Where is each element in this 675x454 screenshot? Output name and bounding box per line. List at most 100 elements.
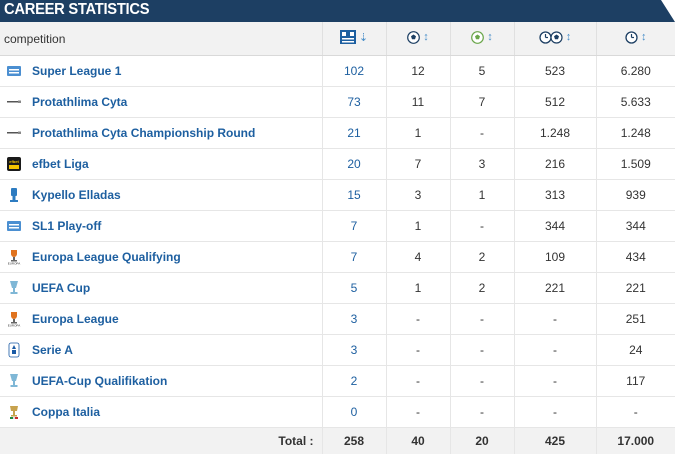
appearances-icon (340, 30, 356, 44)
minutes-per-goal-column-header[interactable]: ↕ (514, 22, 596, 56)
competition-logo[interactable] (0, 56, 28, 87)
competition-name-cell: Serie A (28, 335, 322, 366)
goals-cell: 12 (386, 56, 450, 87)
competition-link[interactable]: efbet Liga (32, 157, 89, 171)
competition-link[interactable]: UEFA Cup (32, 281, 90, 295)
cyta-logo (6, 94, 22, 110)
minutes-per-goal-cell: 221 (514, 273, 596, 304)
competition-link[interactable]: Coppa Italia (32, 405, 100, 419)
europa-league-logo: EUROPA (6, 249, 22, 265)
competition-logo[interactable] (0, 87, 28, 118)
minutes-per-goal-cell: 344 (514, 211, 596, 242)
goals-cell: 7 (386, 149, 450, 180)
competition-link[interactable]: Europa League (32, 312, 119, 326)
competition-logo[interactable]: EUROPA (0, 242, 28, 273)
minutes-cell: 939 (596, 180, 675, 211)
appearances-link[interactable]: 7 (351, 250, 358, 264)
minutes-per-goal-cell: 512 (514, 87, 596, 118)
uefa-cup-logo (6, 373, 22, 389)
minutes-per-goal-cell: 216 (514, 149, 596, 180)
minutes-cell: 6.280 (596, 56, 675, 87)
competition-logo[interactable] (0, 366, 28, 397)
appearances-cell: 20 (322, 149, 386, 180)
assists-cell: - (450, 397, 514, 428)
appearances-link[interactable]: 20 (347, 157, 360, 171)
appearances-link[interactable]: 7 (351, 219, 358, 233)
sort-icon[interactable]: ↕ (423, 31, 429, 43)
minutes-column-header[interactable]: ↕ (596, 22, 675, 56)
goals-cell: - (386, 335, 450, 366)
sort-desc-icon[interactable]: ⇣ (359, 31, 368, 44)
europa-league-logo: EUROPA (6, 311, 22, 327)
assists-column-header[interactable]: ↕ (450, 22, 514, 56)
minutes-cell: 1.248 (596, 118, 675, 149)
appearances-link[interactable]: 3 (351, 343, 358, 357)
competition-logo[interactable] (0, 397, 28, 428)
title-bar: CAREER STATISTICS (0, 0, 675, 22)
appearances-cell: 7 (322, 242, 386, 273)
sort-icon[interactable]: ↕ (641, 31, 647, 43)
appearances-link[interactable]: 0 (351, 405, 358, 419)
competition-link[interactable]: Kypello Elladas (32, 188, 121, 202)
assists-cell: 2 (450, 242, 514, 273)
assists-cell: 1 (450, 180, 514, 211)
competition-name-cell: Coppa Italia (28, 397, 322, 428)
competition-link[interactable]: Protathlima Cyta Championship Round (32, 126, 255, 140)
competition-logo[interactable] (0, 180, 28, 211)
competition-link[interactable]: SL1 Play-off (32, 219, 101, 233)
appearances-link[interactable]: 73 (347, 95, 360, 109)
competition-link[interactable]: Europa League Qualifying (32, 250, 181, 264)
assists-cell: 3 (450, 149, 514, 180)
appearances-column-header[interactable]: ⇣ (322, 22, 386, 56)
minutes-cell: 344 (596, 211, 675, 242)
svg-text:efbet: efbet (9, 159, 19, 164)
uefa-cup-logo (6, 280, 22, 296)
sort-icon[interactable]: ↕ (487, 31, 493, 43)
competition-logo[interactable] (0, 335, 28, 366)
competition-logo[interactable]: EUROPA (0, 304, 28, 335)
competition-logo[interactable]: efbet (0, 149, 28, 180)
competition-logo[interactable] (0, 118, 28, 149)
goals-icon (407, 31, 420, 44)
greek-cup-logo (6, 187, 22, 203)
competition-name-cell: UEFA Cup (28, 273, 322, 304)
competition-link[interactable]: Serie A (32, 343, 73, 357)
cyta-logo (6, 125, 22, 141)
sort-icon[interactable]: ↕ (566, 31, 572, 43)
appearances-link[interactable]: 102 (344, 64, 364, 78)
appearances-link[interactable]: 15 (347, 188, 360, 202)
goals-column-header[interactable]: ↕ (386, 22, 450, 56)
svg-text:EUROPA: EUROPA (8, 324, 20, 328)
minutes-cell: 117 (596, 366, 675, 397)
header-row: competition ⇣ (0, 22, 675, 56)
assists-cell: - (450, 118, 514, 149)
total-goals: 40 (386, 428, 450, 454)
competition-name-cell: Europa League (28, 304, 322, 335)
serie-a-logo (6, 342, 22, 358)
competition-logo[interactable] (0, 211, 28, 242)
career-stats-table: competition ⇣ (0, 22, 675, 454)
totals-row: Total : 258 40 20 425 17.000 (0, 428, 675, 454)
competition-link[interactable]: UEFA-Cup Qualifikation (32, 374, 167, 388)
goals-cell: - (386, 397, 450, 428)
competition-link[interactable]: Protathlima Cyta (32, 95, 127, 109)
appearances-link[interactable]: 2 (351, 374, 358, 388)
appearances-cell: 73 (322, 87, 386, 118)
goals-cell: 1 (386, 118, 450, 149)
appearances-link[interactable]: 3 (351, 312, 358, 326)
competition-logo[interactable] (0, 273, 28, 304)
goals-cell: 11 (386, 87, 450, 118)
appearances-link[interactable]: 5 (351, 281, 358, 295)
total-label: Total : (0, 428, 322, 454)
appearances-link[interactable]: 21 (347, 126, 360, 140)
goals-cell: 3 (386, 180, 450, 211)
competition-link[interactable]: Super League 1 (32, 64, 121, 78)
appearances-cell: 15 (322, 180, 386, 211)
appearances-cell: 21 (322, 118, 386, 149)
